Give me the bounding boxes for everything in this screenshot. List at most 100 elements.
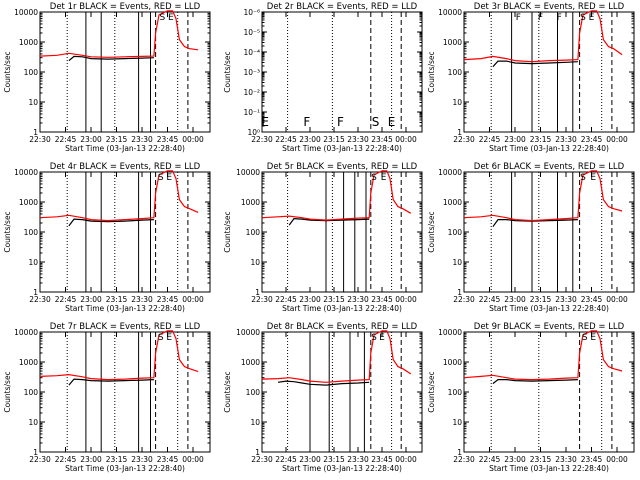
y-tick-label: 1000: [19, 38, 38, 47]
series-events: [492, 60, 578, 68]
flag-label: S: [371, 173, 377, 183]
x-tick-label: 23:45: [371, 295, 393, 304]
y-tick-label: 10: [452, 258, 462, 267]
panel-4: Det 4r BLACK = Events, RED = LLD 1 10 100 10…: [3, 162, 211, 313]
x-axis-label: Start Time (03-Jan-13 22:28:40): [489, 304, 609, 313]
y-tick-label: 1: [33, 128, 38, 137]
series-lld: [463, 10, 623, 63]
panel-title: Det 5r BLACK = Events, RED = LLD: [267, 162, 418, 172]
x-tick-label: 23:15: [530, 135, 552, 144]
y-tick-label: 1: [255, 448, 260, 457]
x-tick-label: 23:45: [581, 135, 603, 144]
y-tick-label: 10⁻³: [243, 68, 260, 77]
x-tick-label: 23:30: [555, 135, 577, 144]
y-tick-label: 10000: [14, 168, 38, 177]
x-tick-label: 23:45: [157, 455, 179, 464]
y-tick-label: 1000: [241, 358, 260, 367]
y-axis-label: Counts/sec: [3, 371, 12, 412]
flag-label: E: [261, 115, 269, 129]
y-tick-label: 100: [24, 68, 39, 77]
series-lld: [463, 330, 623, 381]
flag-label: S: [158, 333, 164, 343]
flag-label: E: [388, 115, 396, 129]
x-tick-label: 22:45: [275, 295, 297, 304]
x-tick-label: 22:45: [275, 135, 297, 144]
x-tick-label: 22:45: [479, 295, 501, 304]
x-tick-label: 23:00: [504, 455, 526, 464]
flag-label: S: [160, 13, 166, 23]
x-tick-label: 22:30: [251, 295, 273, 304]
x-tick-label: 00:00: [395, 295, 417, 304]
y-tick-label: 1000: [443, 38, 462, 47]
y-tick-label: 100: [246, 228, 261, 237]
x-tick-label: 22:45: [275, 455, 297, 464]
plot-frame: [261, 171, 423, 293]
y-tick-label: 10000: [438, 168, 462, 177]
flag-label: S: [580, 13, 586, 23]
y-tick-label: 100: [24, 228, 39, 237]
series-events: [492, 219, 578, 228]
y-axis-label: Counts/sec: [223, 51, 232, 92]
panel-title: Det 3r BLACK = Events, RED = LLD: [474, 2, 625, 12]
y-axis-label: Counts/sec: [223, 371, 232, 412]
panel-1: Det 1r BLACK = Events, RED = LLD 1 10 100 10…: [3, 2, 211, 153]
y-tick-label: 10000: [438, 8, 462, 17]
x-tick-label: 23:30: [555, 455, 577, 464]
y-tick-label: 1: [457, 448, 462, 457]
x-tick-label: 00:00: [182, 295, 204, 304]
y-tick-label: 10: [452, 98, 462, 107]
y-axis-label: Counts/sec: [223, 211, 232, 252]
flag-label: F: [557, 13, 562, 23]
panel-3: Det 3r BLACK = Events, RED = LLD 1 10 100 10…: [427, 2, 635, 153]
series-lld: [39, 10, 199, 58]
x-axis-label: Start Time (03-Jan-13 22:28:40): [65, 464, 185, 473]
panel-title: Det 9r BLACK = Events, RED = LLD: [474, 322, 625, 332]
x-tick-label: 23:30: [131, 295, 153, 304]
flag-label: S: [582, 333, 588, 343]
series-lld: [261, 170, 412, 221]
y-tick-label: 10: [452, 418, 462, 427]
x-tick-label: 23:15: [530, 455, 552, 464]
y-tick-label: 10: [250, 258, 260, 267]
x-tick-label: 00:00: [395, 135, 417, 144]
x-tick-label: 23:15: [106, 295, 128, 304]
y-tick-label: 10⁻²: [243, 88, 260, 97]
series-lld: [39, 330, 199, 381]
y-tick-label: 100: [246, 388, 261, 397]
x-tick-label: 22:30: [29, 135, 51, 144]
x-axis-label: Start Time (03-Jan-13 22:28:40): [489, 464, 609, 473]
x-axis-label: Start Time (03-Jan-13 22:28:40): [65, 304, 185, 313]
x-tick-label: 23:15: [106, 455, 128, 464]
x-tick-label: 22:45: [55, 455, 77, 464]
x-tick-label: 22:30: [29, 455, 51, 464]
x-tick-label: 23:45: [581, 455, 603, 464]
flag-label: E: [168, 13, 174, 23]
x-tick-label: 23:30: [131, 455, 153, 464]
y-tick-label: 10: [28, 418, 38, 427]
y-tick-label: 1000: [443, 358, 462, 367]
x-tick-label: 23:00: [80, 295, 102, 304]
plot-frame: [463, 11, 635, 133]
x-tick-label: 23:45: [157, 135, 179, 144]
x-tick-label: 23:15: [323, 135, 345, 144]
series-events: [492, 379, 578, 385]
y-tick-label: 10000: [236, 328, 260, 337]
x-tick-label: 22:30: [251, 135, 273, 144]
x-tick-label: 00:00: [182, 135, 204, 144]
panel-2: Det 2r BLACK = Events, RED = LLD 10⁰ 10⁻¹ 1…: [223, 2, 423, 153]
x-tick-label: 23:15: [530, 295, 552, 304]
y-tick-label: 100: [448, 68, 463, 77]
plot-frame: [463, 171, 635, 293]
y-tick-label: 1000: [19, 358, 38, 367]
panel-title: Det 8r BLACK = Events, RED = LLD: [267, 322, 418, 332]
y-tick-label: 1: [33, 448, 38, 457]
y-axis-label: Counts/sec: [427, 371, 436, 412]
y-tick-label: 1: [33, 288, 38, 297]
series-events: [68, 378, 154, 386]
plot-frame: [39, 11, 211, 133]
x-tick-label: 22:45: [55, 135, 77, 144]
panel-7: Det 7r BLACK = Events, RED = LLD 1 10 100 10…: [3, 322, 211, 473]
y-axis-label: Counts/sec: [427, 51, 436, 92]
panel-5: Det 5r BLACK = Events, RED = LLD 1 10 100 10…: [223, 162, 423, 313]
x-tick-label: 22:30: [251, 455, 273, 464]
